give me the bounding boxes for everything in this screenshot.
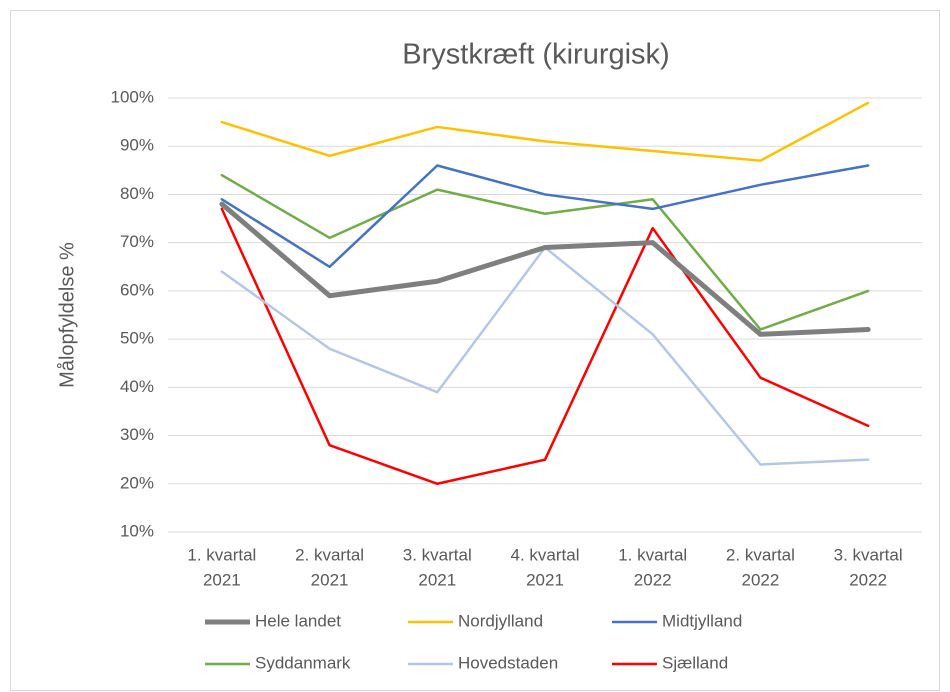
y-tick-label: 40% xyxy=(120,377,154,396)
x-tick-label: 2. kvartal xyxy=(726,545,795,564)
series-line xyxy=(220,164,870,269)
x-tick-label: 2021 xyxy=(311,570,349,589)
x-tick-label: 2021 xyxy=(526,570,564,589)
series-line xyxy=(219,201,871,337)
x-tick-label: 2022 xyxy=(849,570,887,589)
x-tick-label: 3. kvartal xyxy=(403,545,472,564)
x-tick-label: 2022 xyxy=(634,570,672,589)
legend-label: Hele landet xyxy=(255,611,341,630)
legend-label: Syddanmark xyxy=(255,653,351,672)
y-tick-label: 30% xyxy=(120,425,154,444)
x-tick-label: 2. kvartal xyxy=(295,545,364,564)
y-tick-label: 50% xyxy=(120,329,154,348)
y-tick-label: 90% xyxy=(120,136,154,155)
x-tick-label: 2021 xyxy=(203,570,241,589)
y-tick-label: 60% xyxy=(120,280,154,299)
y-tick-label: 100% xyxy=(111,87,154,106)
legend-label: Nordjylland xyxy=(458,611,543,630)
x-tick-label: 1. kvartal xyxy=(618,545,687,564)
chart-title: Brystkræft (kirurgisk) xyxy=(402,39,669,71)
chart-border xyxy=(10,10,940,691)
y-axis-label: Målopfyldelse % xyxy=(56,242,78,388)
legend-label: Midtjylland xyxy=(662,611,742,630)
legend-label: Sjælland xyxy=(662,653,728,672)
x-tick-label: 1. kvartal xyxy=(187,545,256,564)
series-line xyxy=(220,101,870,162)
series-line xyxy=(220,173,870,331)
x-tick-label: 2021 xyxy=(418,570,456,589)
y-tick-label: 70% xyxy=(120,232,154,251)
x-tick-label: 2022 xyxy=(742,570,780,589)
x-tick-label: 3. kvartal xyxy=(834,545,903,564)
series-line xyxy=(220,207,870,486)
x-tick-label: 4. kvartal xyxy=(511,545,580,564)
y-tick-label: 10% xyxy=(120,521,154,540)
legend-label: Hovedstaden xyxy=(458,653,558,672)
y-tick-label: 80% xyxy=(120,184,154,203)
y-tick-label: 20% xyxy=(120,473,154,492)
